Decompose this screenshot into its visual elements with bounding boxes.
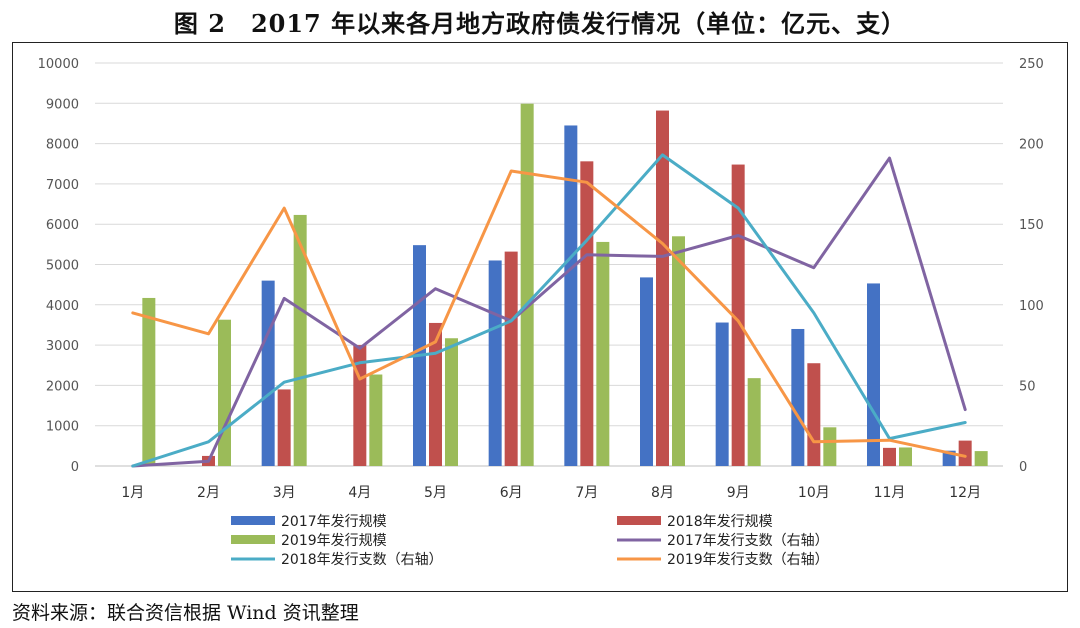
x-tick-label: 9月 [727, 485, 750, 501]
x-tick-label: 1月 [121, 485, 144, 501]
chart-frame: 0 1000 2000 3000 4000 5000 6000 7000 8000 9000 100… [12, 42, 1068, 592]
x-tick-label: 7月 [575, 485, 598, 501]
bar-3-3 [293, 214, 307, 466]
bar-3-6 [520, 103, 534, 466]
x-tick-label: 2月 [197, 485, 220, 501]
y-tick-left: 9000 [46, 97, 79, 112]
legend-swatch-bar [231, 535, 275, 544]
legend-label: 2017年发行规模 [281, 514, 387, 530]
bar-1-9 [715, 322, 729, 466]
x-tick-label: 12月 [949, 485, 981, 501]
bar-2-10 [807, 363, 821, 466]
y-tick-left: 1000 [46, 420, 79, 435]
legend-label: 2017年发行支数（右轴） [667, 533, 829, 549]
bar-1-10 [791, 328, 805, 466]
y-tick-left: 6000 [46, 218, 79, 233]
source-note: 资料来源：联合资信根据 Wind 资讯整理 [12, 602, 359, 624]
bar-3-8 [672, 236, 685, 466]
legend-swatch-bar [231, 516, 275, 525]
bar-3-4 [369, 374, 383, 466]
x-tick-label: 3月 [273, 485, 296, 501]
x-tick-label: 6月 [500, 485, 523, 501]
y-tick-left: 5000 [46, 259, 79, 274]
bar-2-11 [883, 447, 896, 466]
legend-swatch-bar [617, 516, 661, 525]
bar-3-2 [218, 319, 231, 466]
bar-2-9 [731, 164, 745, 466]
chart-title: 图 2 2017 年以来各月地方政府债发行情况（单位：亿元、支） [173, 9, 907, 38]
x-tick-label: 10月 [798, 485, 830, 501]
y-tick-left: 3000 [46, 339, 79, 354]
bar-2-3 [277, 389, 291, 466]
legend-label: 2018年发行规模 [667, 514, 773, 530]
chart-canvas: 0100020003000400050006000700080009000100… [38, 57, 1044, 568]
bar-1-8 [640, 277, 653, 466]
line-series-1 [131, 156, 967, 468]
y-tick-left: 0 [71, 460, 79, 475]
y-tick-left: 10000 [38, 57, 79, 72]
y-tick-right: 250 [1019, 57, 1044, 72]
y-tick-right: 200 [1019, 138, 1044, 153]
bar-3-1 [142, 297, 156, 466]
legend-label: 2019年发行规模 [281, 533, 387, 549]
x-tick-label: 8月 [651, 485, 674, 501]
bar-2-5 [429, 322, 442, 466]
bar-3-12 [974, 451, 988, 466]
bar-2-12 [958, 440, 972, 466]
legend-label: 2018年发行支数（右轴） [281, 552, 443, 568]
x-tick-label: 5月 [424, 485, 447, 501]
bar-1-7 [564, 125, 578, 466]
line-series-2 [131, 153, 967, 468]
x-tick-label: 4月 [348, 485, 371, 501]
bar-3-9 [747, 378, 761, 466]
bar-1-3 [261, 280, 275, 466]
y-tick-right: 0 [1019, 460, 1027, 475]
bar-2-7 [580, 161, 594, 466]
y-tick-left: 2000 [46, 379, 79, 394]
y-tick-left: 4000 [46, 299, 79, 314]
y-tick-left: 7000 [46, 178, 79, 193]
bar-3-5 [445, 338, 458, 466]
y-tick-left: 8000 [46, 138, 79, 153]
bar-2-8 [656, 110, 669, 466]
y-tick-right: 100 [1019, 299, 1044, 314]
x-tick-label: 11月 [874, 485, 906, 501]
bar-3-11 [899, 447, 912, 466]
legend-label: 2019年发行支数（右轴） [667, 552, 829, 568]
bar-2-6 [504, 251, 518, 466]
y-tick-right: 150 [1019, 218, 1044, 233]
bar-1-6 [488, 260, 502, 466]
y-tick-right: 50 [1019, 379, 1036, 394]
bar-3-7 [596, 241, 610, 466]
bar-3-10 [823, 427, 837, 466]
bar-1-11 [867, 283, 880, 466]
line-series-3 [131, 169, 967, 458]
